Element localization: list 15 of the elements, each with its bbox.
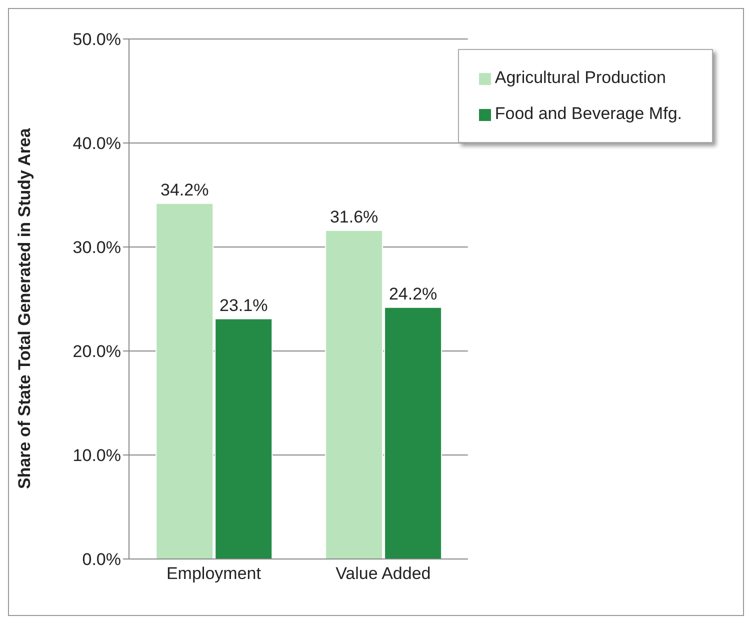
text: 31.6% xyxy=(330,207,378,226)
text: 23.1% xyxy=(220,296,268,315)
x-tick-label: Value Added xyxy=(336,564,431,584)
y-tick-label: 50.0% xyxy=(72,30,121,50)
text: 34.2% xyxy=(160,180,209,200)
legend-label: Agricultural Production xyxy=(494,68,666,87)
y-tick-label: 20.0% xyxy=(72,342,121,362)
y-axis-title: Share of State Total Generated in Study Area xyxy=(15,128,34,489)
x-tick-label: Employment xyxy=(166,564,262,584)
text: 24.2% xyxy=(388,284,438,304)
y-tick-label: 30.0% xyxy=(72,238,121,258)
legend-label: Food and Beverage Mfg. xyxy=(494,104,682,123)
y-tick-label: 10.0% xyxy=(72,446,121,466)
y-tick-label: 40.0% xyxy=(72,134,121,154)
y-tick-label: 0.0% xyxy=(82,550,121,570)
